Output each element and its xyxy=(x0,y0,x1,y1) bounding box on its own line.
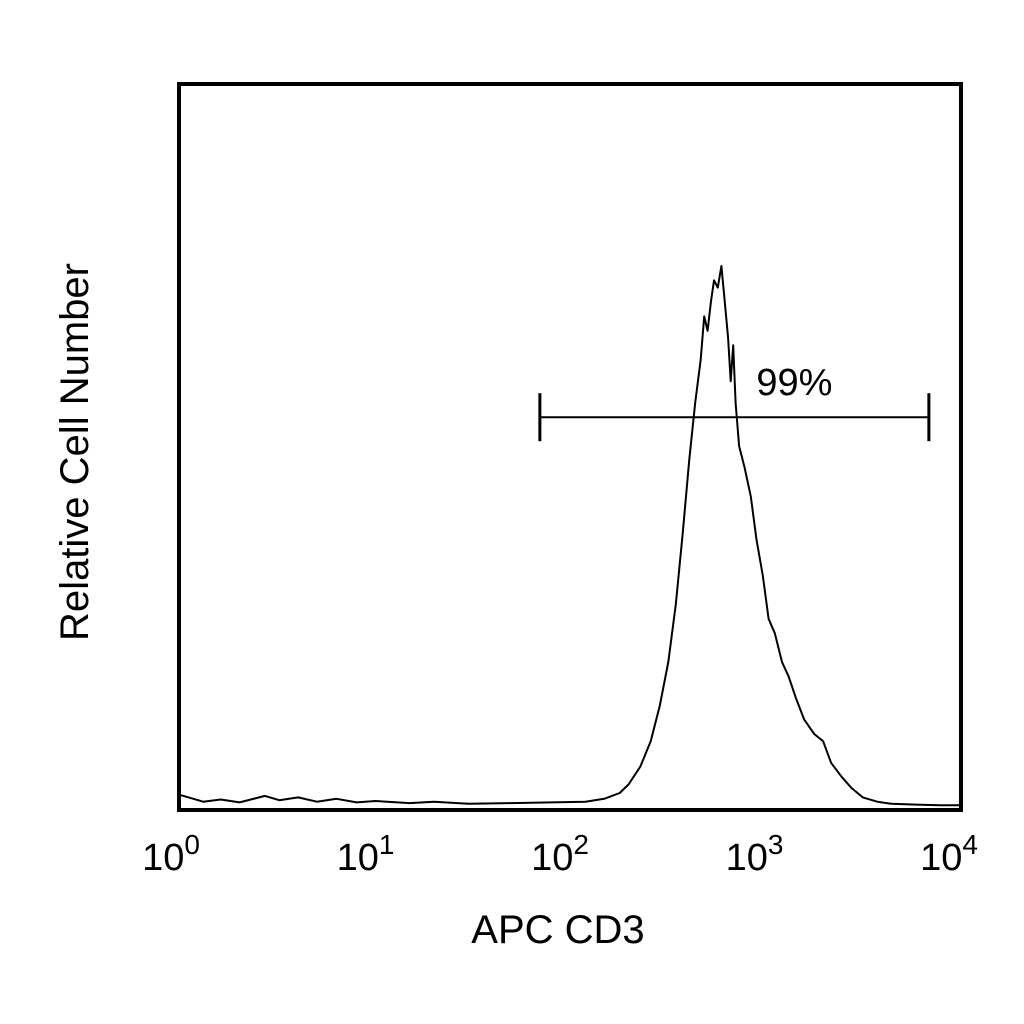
x-axis-label: APC CD3 xyxy=(471,908,644,952)
x-tick-label: 104 xyxy=(920,829,978,879)
x-tick-label: 101 xyxy=(337,829,395,879)
y-axis-label: Relative Cell Number xyxy=(53,263,97,641)
x-tick-label: 103 xyxy=(726,829,784,879)
gate-label: 99% xyxy=(756,362,832,404)
x-tick-label: 100 xyxy=(142,829,200,879)
plot-frame xyxy=(177,82,963,812)
x-tick-label: 102 xyxy=(531,829,589,879)
histogram-line xyxy=(180,265,959,807)
x-tick-labels: 100 101 102 103 104 xyxy=(142,829,978,879)
gate-bar: 99% xyxy=(538,362,931,442)
